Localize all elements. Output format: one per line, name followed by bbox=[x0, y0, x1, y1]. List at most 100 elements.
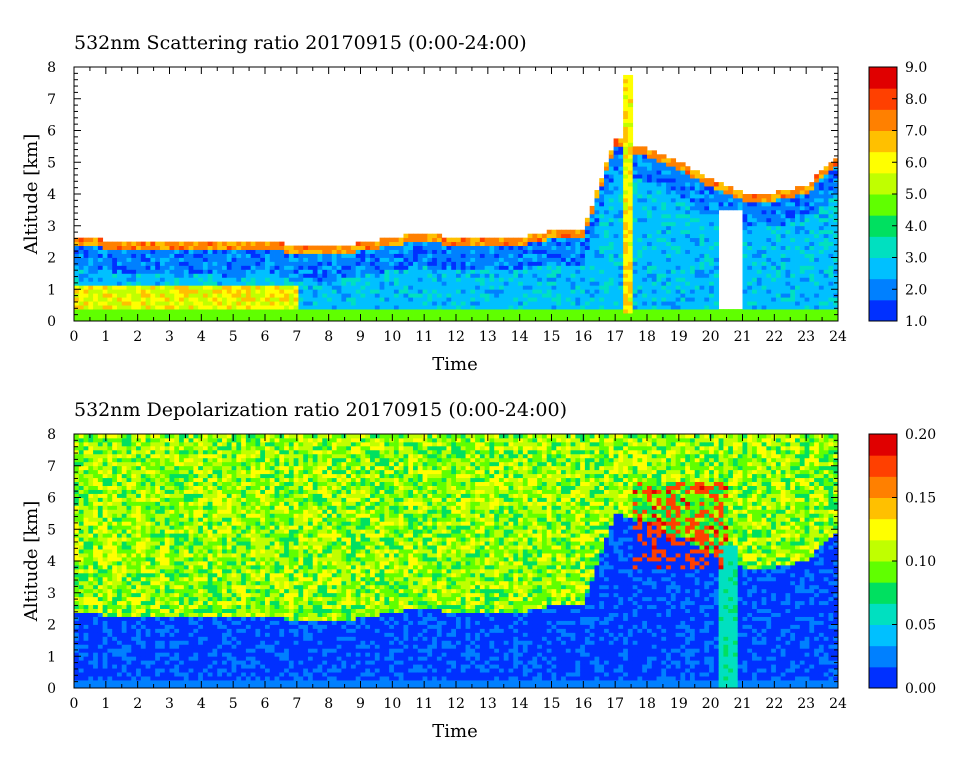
heatmap-cell bbox=[78, 305, 84, 310]
heatmap-cell bbox=[102, 441, 108, 447]
scattering-title: 532nm Scattering ratio 20170915 (0:00-24… bbox=[74, 32, 527, 54]
heatmap-cell bbox=[589, 281, 595, 286]
heatmap-cell bbox=[565, 257, 572, 262]
heatmap-cell bbox=[78, 568, 84, 574]
heatmap-cell bbox=[255, 245, 261, 250]
heatmap-cell bbox=[804, 253, 810, 258]
heatmap-cell bbox=[370, 257, 376, 262]
heatmap-cell bbox=[112, 612, 118, 617]
heatmap-cell bbox=[102, 545, 108, 550]
heatmap-cell bbox=[384, 249, 390, 254]
heatmap-cell bbox=[627, 102, 634, 108]
heatmap-cell bbox=[670, 190, 677, 195]
heatmap-cell bbox=[699, 289, 705, 294]
heatmap-cell bbox=[689, 289, 696, 294]
heatmap-cell bbox=[102, 644, 108, 649]
heatmap-cell bbox=[293, 293, 299, 298]
heatmap-cell bbox=[742, 194, 748, 199]
heatmap-cell bbox=[508, 317, 514, 322]
heatmap-cell bbox=[823, 205, 829, 211]
heatmap-cell bbox=[408, 317, 414, 322]
heatmap-cell bbox=[742, 201, 748, 207]
heatmap-cell bbox=[522, 273, 529, 278]
heatmap-cell bbox=[642, 146, 648, 151]
heatmap-cell bbox=[537, 249, 543, 254]
heatmap-cell bbox=[269, 281, 275, 286]
heatmap-cell bbox=[112, 608, 118, 613]
heatmap-cell bbox=[475, 249, 481, 254]
heatmap-cell bbox=[761, 249, 767, 254]
heatmap-cell bbox=[699, 194, 705, 199]
heatmap-cell bbox=[828, 174, 834, 179]
heatmap-cell bbox=[594, 285, 600, 290]
heatmap-cell bbox=[126, 293, 132, 298]
heatmap-cell bbox=[136, 309, 142, 314]
heatmap-cell bbox=[222, 305, 228, 310]
heatmap-cell bbox=[589, 237, 595, 243]
heatmap-cell bbox=[107, 648, 113, 653]
heatmap-cell bbox=[413, 301, 419, 306]
heatmap-cell bbox=[589, 297, 595, 302]
heatmap-cell bbox=[164, 309, 170, 314]
heatmap-cell bbox=[828, 190, 834, 195]
heatmap-cell bbox=[642, 197, 648, 203]
x-tick-label: 6 bbox=[261, 329, 270, 345]
heatmap-cell bbox=[775, 281, 782, 286]
heatmap-cell bbox=[379, 245, 385, 250]
heatmap-cell bbox=[78, 249, 84, 254]
heatmap-cell bbox=[522, 269, 529, 274]
heatmap-cell bbox=[522, 289, 529, 294]
heatmap-cell bbox=[670, 158, 677, 163]
heatmap-cell bbox=[561, 317, 567, 322]
heatmap-cell bbox=[107, 477, 113, 483]
heatmap-cell bbox=[74, 445, 80, 451]
heatmap-cell bbox=[666, 178, 672, 183]
heatmap-cell bbox=[231, 305, 237, 310]
heatmap-cell bbox=[456, 281, 462, 286]
heatmap-cell bbox=[828, 225, 834, 231]
heatmap-cell bbox=[799, 237, 805, 243]
heatmap-cell bbox=[785, 201, 791, 207]
heatmap-cell bbox=[121, 632, 127, 637]
heatmap-cell bbox=[293, 249, 299, 254]
heatmap-cell bbox=[202, 249, 209, 254]
heatmap-cell bbox=[250, 253, 256, 258]
heatmap-cell bbox=[680, 281, 686, 286]
heatmap-cell bbox=[346, 309, 352, 314]
heatmap-cell bbox=[809, 301, 815, 306]
heatmap-cell bbox=[350, 253, 357, 258]
heatmap-cell bbox=[761, 233, 767, 239]
heatmap-cell bbox=[365, 253, 371, 258]
heatmap-cell bbox=[312, 297, 318, 302]
heatmap-cell bbox=[241, 317, 247, 322]
heatmap-cell bbox=[360, 257, 366, 262]
heatmap-cell bbox=[551, 277, 557, 282]
heatmap-cell bbox=[785, 309, 791, 314]
heatmap-cell bbox=[107, 509, 113, 514]
heatmap-cell bbox=[198, 317, 204, 322]
heatmap-cell bbox=[675, 269, 681, 274]
heatmap-cell bbox=[685, 265, 691, 270]
heatmap-cell bbox=[150, 261, 156, 266]
heatmap-cell bbox=[255, 285, 261, 290]
heatmap-cell bbox=[689, 301, 696, 306]
heatmap-cell bbox=[83, 269, 89, 274]
heatmap-cell bbox=[814, 174, 820, 179]
heatmap-cell bbox=[374, 285, 381, 290]
heatmap-cell bbox=[274, 309, 280, 314]
heatmap-cell bbox=[417, 313, 423, 318]
heatmap-cell bbox=[212, 257, 218, 262]
heatmap-cell bbox=[780, 233, 786, 239]
heatmap-cell bbox=[608, 166, 614, 171]
heatmap-cell bbox=[93, 477, 99, 483]
heatmap-cell bbox=[145, 285, 151, 290]
heatmap-cell bbox=[675, 194, 681, 199]
heatmap-cell bbox=[709, 229, 715, 235]
heatmap-cell bbox=[809, 201, 815, 207]
heatmap-cell bbox=[336, 309, 342, 314]
heatmap-cell bbox=[666, 158, 672, 163]
heatmap-cell bbox=[83, 648, 89, 653]
heatmap-cell bbox=[594, 205, 600, 211]
heatmap-cell bbox=[88, 317, 94, 322]
heatmap-cell bbox=[694, 253, 700, 258]
